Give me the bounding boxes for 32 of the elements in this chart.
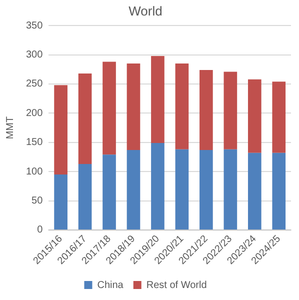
bar — [272, 152, 286, 230]
y-tick-label: 200 — [26, 108, 44, 119]
bar — [200, 70, 213, 150]
bar — [54, 85, 68, 174]
bar — [151, 142, 164, 230]
bar — [54, 174, 68, 230]
y-tick-label: 50 — [32, 196, 44, 207]
bar — [102, 154, 116, 230]
legend-label: Rest of World — [146, 280, 207, 291]
bar — [78, 73, 92, 164]
bar — [272, 82, 286, 153]
y-tick-label: 0 — [37, 224, 44, 236]
bar — [175, 149, 189, 230]
bar — [200, 150, 213, 230]
bar — [78, 164, 92, 230]
bar — [175, 64, 189, 150]
bar — [126, 150, 140, 230]
bar — [126, 64, 140, 150]
y-tick-label: 300 — [26, 50, 44, 61]
bar — [248, 152, 262, 230]
chart-title: World — [128, 3, 162, 18]
legend-label: China — [97, 280, 124, 291]
y-tick-label: 350 — [26, 20, 44, 32]
y-tick-label: 250 — [26, 78, 44, 90]
y-axis-title: MMT — [4, 116, 16, 140]
bar — [248, 79, 262, 153]
y-tick-label: 150 — [26, 137, 44, 148]
bar — [151, 56, 164, 143]
bar — [224, 72, 238, 150]
bar — [224, 149, 238, 230]
y-tick-label: 100 — [26, 166, 44, 178]
bar — [102, 62, 116, 155]
